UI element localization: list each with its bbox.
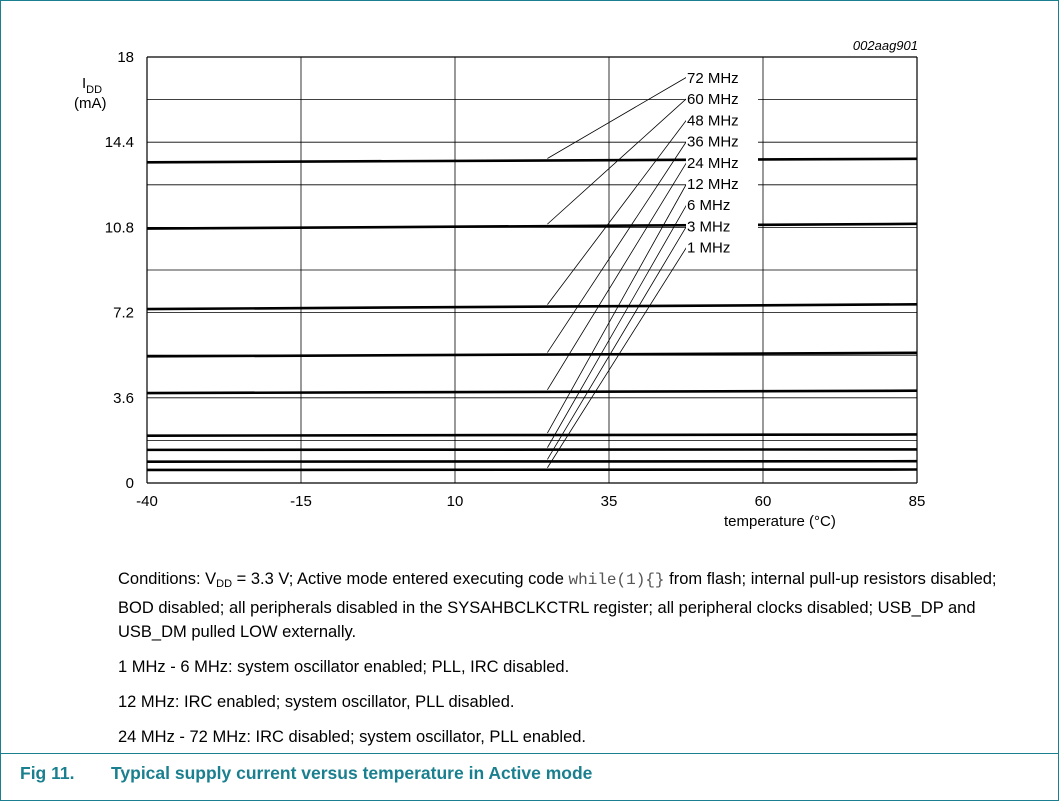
series-label-bg (686, 89, 758, 108)
leader-line (547, 204, 688, 448)
label-leaders (547, 76, 688, 468)
leader-line (547, 140, 688, 353)
figure-id-code: 002aag901 (853, 38, 918, 53)
series-label: 12 MHz (687, 176, 739, 193)
x-tick-label: 35 (601, 493, 618, 510)
figure-title: Typical supply current versus temperatur… (111, 763, 593, 783)
x-tick-label: -40 (136, 493, 158, 510)
series-label: 6 MHz (687, 197, 730, 214)
leader-line (547, 246, 688, 468)
figure-number: Fig 11. (20, 763, 75, 783)
series-line (146, 303, 918, 311)
x-axis-label: temperature (°C) (724, 513, 836, 530)
code-snippet: while(1){} (568, 571, 665, 589)
x-tick-label: 60 (755, 493, 772, 510)
conditions-note: Conditions: VDD = 3.3 V; Active mode ent… (118, 570, 997, 641)
leader-line (547, 119, 688, 305)
series-label-bg (686, 195, 758, 214)
y-tick-label: 0 (126, 475, 134, 492)
series-label-bg (686, 68, 758, 86)
x-tick-label: 10 (447, 493, 464, 510)
leader-line (547, 97, 688, 225)
chart: 72 MHz 60 MHz 48 MHz 36 MHz 24 MHz 12 MHz 6 MH… (74, 38, 926, 530)
series-label-bg (686, 216, 758, 235)
y-tick-label: 14.4 (105, 134, 134, 151)
leader-line (547, 225, 688, 460)
y-axis-unit: (mA) (74, 95, 107, 112)
series-label: 60 MHz (687, 91, 739, 108)
series-line (146, 351, 918, 358)
note-high-freq: 24 MHz - 72 MHz: IRC disabled; system os… (118, 728, 587, 746)
series-label: 36 MHz (687, 134, 739, 151)
caption-divider (0, 753, 1059, 754)
grid (146, 56, 918, 484)
note-low-freq: 1 MHz - 6 MHz: system oscillator enabled… (118, 658, 570, 676)
series-label: 24 MHz (687, 155, 739, 172)
tick-labels: -40 -15 10 35 60 85 0 3.6 7.2 10.8 14.4 18 (105, 49, 926, 510)
series-label-bg (686, 110, 758, 129)
x-tick-label: -15 (290, 493, 312, 510)
series-lines (146, 157, 918, 472)
series-label-bg (686, 152, 758, 171)
series-line (146, 433, 918, 437)
series-labels: 72 MHz 60 MHz 48 MHz 36 MHz 24 MHz 12 MHz 6 MH… (686, 68, 758, 257)
y-axis-label: IDD (82, 75, 102, 96)
y-axis-label-main: I (82, 75, 86, 92)
leader-line (547, 76, 688, 159)
series-label: 3 MHz (687, 218, 730, 235)
y-tick-label: 10.8 (105, 219, 134, 236)
series-line (146, 222, 918, 230)
leader-line (547, 161, 688, 391)
series-label: 48 MHz (687, 112, 739, 129)
series-label-bg (686, 237, 758, 256)
figure-caption: Fig 11. Typical supply current versus tem… (20, 763, 592, 784)
y-tick-label: 18 (117, 49, 134, 66)
series-label-bg (686, 174, 758, 192)
figure-notes: Conditions: VDD = 3.3 V; Active mode ent… (118, 567, 1018, 760)
y-axis-label-sub: DD (86, 84, 102, 96)
series-label: 1 MHz (687, 240, 730, 257)
leader-line (547, 182, 688, 434)
series-line (146, 157, 918, 164)
series-label: 72 MHz (687, 70, 739, 87)
y-tick-label: 7.2 (113, 305, 134, 322)
x-tick-label: 85 (909, 493, 926, 510)
series-line (146, 389, 918, 395)
y-tick-label: 3.6 (113, 390, 134, 407)
note-12mhz: 12 MHz: IRC enabled; system oscillator, … (118, 693, 515, 711)
series-label-bg (686, 131, 758, 150)
